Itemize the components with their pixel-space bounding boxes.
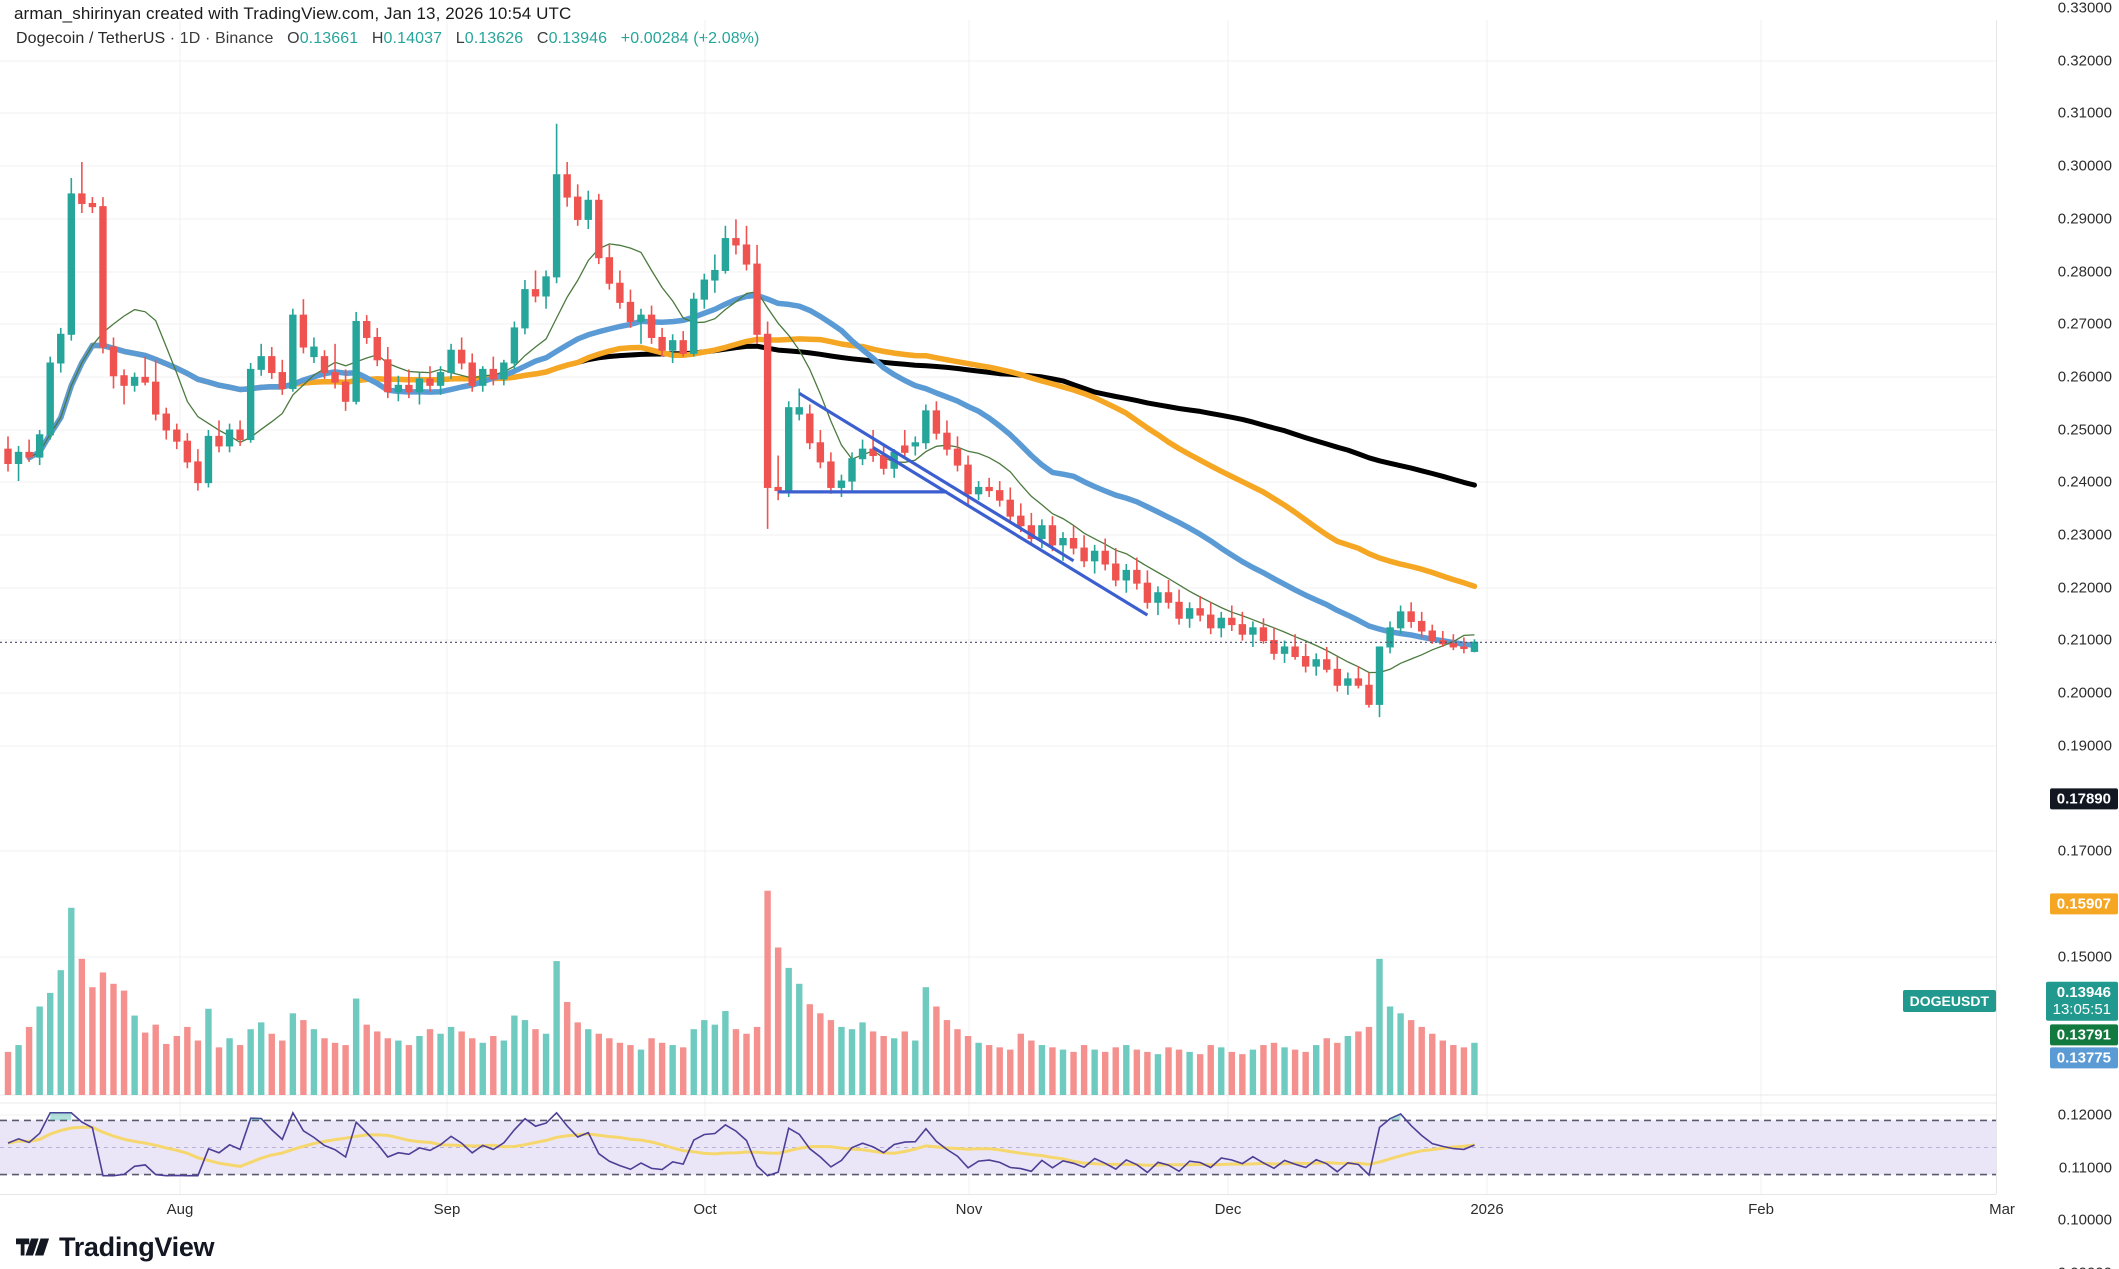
- trend-drawings[interactable]: [778, 391, 1149, 617]
- price-tick: 0.29000: [2057, 210, 2112, 228]
- attribution-text: arman_shirinyan created with TradingView…: [14, 4, 572, 23]
- ma-green-badge[interactable]: 0.13791: [2049, 1024, 2118, 1046]
- price-tick: 0.23000: [2057, 526, 2112, 544]
- legend-exchange[interactable]: Binance: [214, 30, 274, 47]
- chart-plot-area[interactable]: [0, 20, 1996, 1194]
- rsi-pane: [0, 1110, 1996, 1177]
- legend-open-label: O: [287, 30, 300, 47]
- tradingview-mark-icon: [16, 1238, 50, 1256]
- tradingview-wordmark: TradingView: [59, 1232, 215, 1262]
- last-price-badge[interactable]: 0.13946 13:05:51: [2045, 981, 2118, 1021]
- price-tick: 0.17000: [2057, 842, 2112, 860]
- price-tick: 0.11000: [2058, 1159, 2112, 1177]
- legend-high-label: H: [371, 30, 384, 47]
- price-tick: 0.28000: [2057, 263, 2112, 281]
- time-tick: Mar: [1989, 1201, 2015, 1218]
- legend-symbol[interactable]: Dogecoin / TetherUS: [16, 30, 166, 47]
- time-tick: Dec: [1214, 1201, 1242, 1218]
- time-tick: Sep: [433, 1201, 461, 1218]
- time-tick: Oct: [693, 1201, 717, 1218]
- price-tick: 0.09000: [2058, 1265, 2112, 1269]
- price-tick: 0.22000: [2057, 579, 2112, 597]
- legend-high-value: 0.14037: [383, 30, 443, 47]
- legend-separator-2: ·: [204, 30, 211, 47]
- legend-interval[interactable]: 1D: [179, 30, 201, 47]
- tradingview-logo: TradingView: [16, 1232, 215, 1263]
- legend-open-value: 0.13661: [299, 30, 359, 47]
- price-tick: 0.30000: [2057, 157, 2112, 175]
- price-tick: 0.15000: [2057, 948, 2112, 966]
- ma-blue-badge[interactable]: 0.13775: [2049, 1047, 2118, 1069]
- price-tick: 0.19000: [2057, 737, 2112, 755]
- price-tick: 0.31000: [2057, 104, 2112, 122]
- legend-close-label: C: [536, 30, 549, 47]
- ma-orange-badge[interactable]: 0.15907: [2049, 893, 2118, 915]
- time-tick: Nov: [955, 1201, 983, 1218]
- price-tick: 0.26000: [2057, 368, 2112, 386]
- time-tick: Aug: [166, 1201, 194, 1218]
- legend-close-value: 0.13946: [548, 30, 608, 47]
- time-tick: Feb: [1748, 1201, 1774, 1218]
- price-tick: 0.33000: [2057, 0, 2112, 17]
- ma-black-badge[interactable]: 0.17890: [2049, 788, 2118, 810]
- symbol-legend: Dogecoin / TetherUS · 1D · Binance O0.13…: [16, 30, 759, 48]
- legend-separator-1: ·: [169, 30, 176, 47]
- price-tick: 0.20000: [2057, 684, 2112, 702]
- time-tick: 2026: [1470, 1201, 1504, 1218]
- legend-low-value: 0.13626: [464, 30, 524, 47]
- price-tick: 0.24000: [2057, 473, 2112, 491]
- ticker-tag: DOGEUSDT: [1902, 990, 1996, 1012]
- price-tick: 0.21000: [2057, 631, 2112, 649]
- volume-bars: [4, 890, 1478, 1095]
- legend-low-label: L: [455, 30, 465, 47]
- price-scale[interactable]: 0.33000 0.32000 0.31000 0.30000 0.29000 0.280…: [1996, 0, 2119, 1269]
- price-tick: 0.27000: [2057, 315, 2112, 333]
- candlesticks: [4, 123, 1479, 718]
- time-scale[interactable]: Aug Sep Oct Nov Dec 2026 Feb Mar: [0, 1194, 2015, 1231]
- moving-average-green: [28, 243, 1475, 674]
- price-tick: 0.10000: [2057, 1211, 2112, 1229]
- legend-change: +0.00284 (+2.08%): [620, 30, 760, 47]
- grid-lines: [0, 20, 1996, 1194]
- price-tick: 0.25000: [2057, 421, 2112, 439]
- moving-average-blue: [26, 292, 1478, 648]
- price-tick: 0.12000: [2057, 1106, 2112, 1124]
- moving-average-orange: [36, 336, 1478, 590]
- price-tick: 0.32000: [2057, 52, 2112, 70]
